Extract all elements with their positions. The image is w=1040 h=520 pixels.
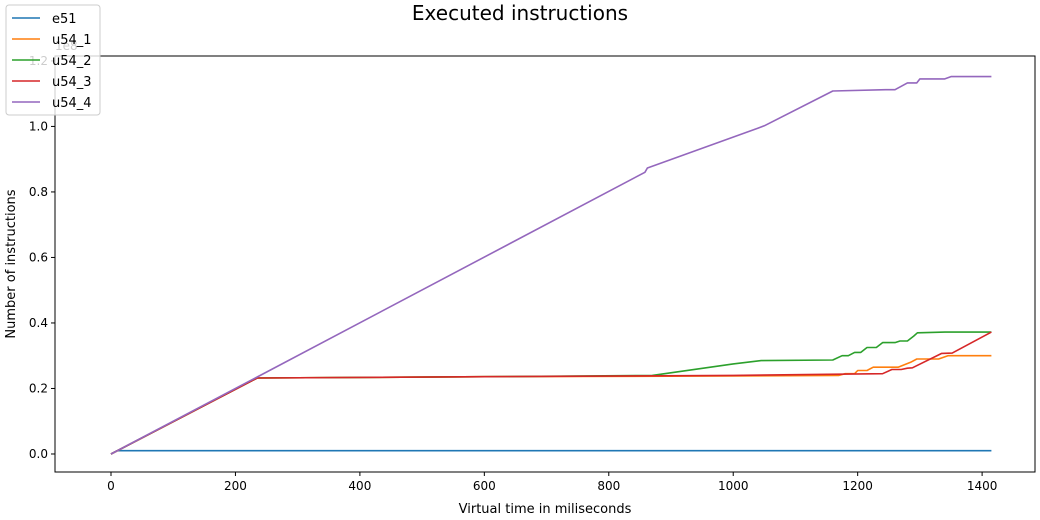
legend: e51 u54_1 u54_2 u54_3 u54_4 — [5, 4, 101, 116]
y-tick-label: 0.4 — [29, 316, 48, 330]
x-tick-label: 800 — [597, 479, 620, 493]
y-tick-label: 1.0 — [29, 119, 48, 133]
y-axis-label: Number of instructions — [4, 189, 19, 338]
y-axis: 0.00.20.40.60.81.01.2 — [29, 54, 55, 461]
x-tick-label: 200 — [224, 479, 247, 493]
legend-label: u54_1 — [52, 33, 92, 48]
plot-border — [54, 55, 1036, 473]
x-tick-label: 0 — [107, 479, 115, 493]
plot-area — [54, 55, 1036, 473]
legend-label: e51 — [52, 12, 77, 27]
x-tick-label: 1200 — [842, 479, 873, 493]
plot-frame — [55, 56, 1035, 472]
x-tick-label: 1000 — [718, 479, 749, 493]
y-tick-label: 0.6 — [29, 250, 48, 264]
y-tick-label: 0.8 — [29, 185, 48, 199]
series-layer — [110, 75, 992, 455]
y-tick-label: 0.2 — [29, 381, 48, 395]
x-tick-label: 1400 — [967, 479, 998, 493]
x-axis-label: Virtual time in miliseconds — [459, 502, 632, 517]
y-tick-label: 0.0 — [29, 447, 48, 461]
legend-label: u54_2 — [52, 54, 92, 69]
series-line-u54_3 — [110, 331, 992, 455]
x-tick-label: 400 — [348, 479, 371, 493]
legend-box — [5, 4, 101, 116]
x-tick-label: 600 — [473, 479, 496, 493]
x-axis: 0 200 400 600 800 1000 1200 1400 — [107, 472, 997, 493]
chart-title: Executed instructions — [412, 1, 628, 25]
series-line-u54_4 — [110, 75, 992, 455]
legend-label: u54_3 — [52, 75, 92, 90]
series-line-u54_2 — [110, 331, 992, 455]
legend-label: u54_4 — [52, 96, 92, 111]
